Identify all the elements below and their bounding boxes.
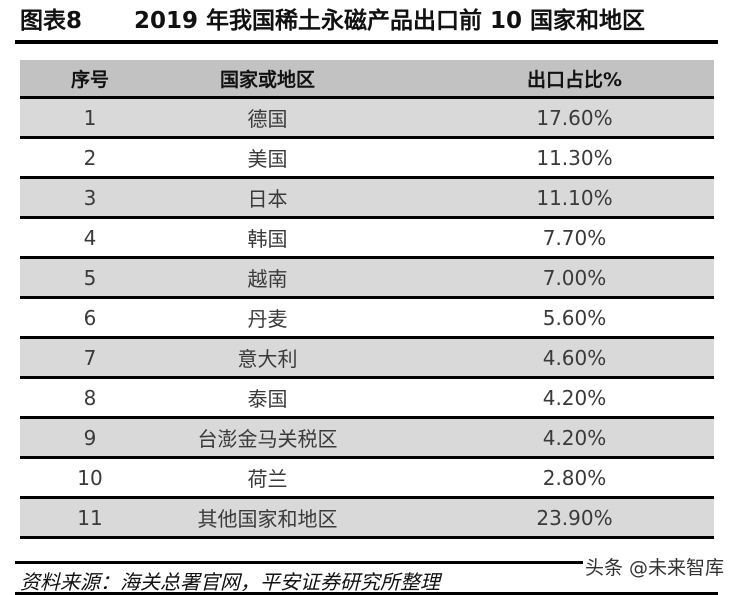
cell-share: 23.90%	[536, 505, 613, 530]
cell-region: 越南	[247, 267, 288, 291]
cell-no: 2	[83, 145, 97, 170]
watermark: 头条 @未来智库	[583, 553, 727, 580]
cell-no: 9	[83, 425, 97, 450]
table-row: 10 荷兰 2.80%	[20, 459, 714, 499]
cell-share: 11.10%	[536, 185, 613, 210]
header-share: 出口占比%	[526, 68, 623, 91]
cell-region: 日本	[247, 187, 288, 211]
table-header: 序号 国家或地区 出口占比%	[20, 60, 714, 99]
cell-region: 荷兰	[247, 467, 288, 491]
table-row: 11 其他国家和地区 23.90%	[20, 499, 714, 539]
table-row: 9 台澎金马关税区 4.20%	[20, 419, 714, 459]
cell-share: 2.80%	[542, 465, 607, 490]
cell-share: 7.00%	[542, 265, 607, 290]
header-region: 国家或地区	[219, 68, 315, 91]
table-row: 2 美国 11.30%	[20, 139, 714, 179]
export-share-table: 序号 国家或地区 出口占比% 1 德国 17.60% 2 美国 11.30% 3…	[20, 60, 714, 539]
header-no: 序号	[70, 68, 109, 91]
cell-region: 泰国	[247, 387, 288, 411]
title-divider	[15, 40, 718, 44]
table-row: 8 泰国 4.20%	[20, 379, 714, 419]
cell-region: 意大利	[237, 347, 298, 371]
cell-share: 11.30%	[536, 145, 613, 170]
cell-no: 1	[83, 105, 97, 130]
cell-no: 7	[83, 345, 97, 370]
cell-share: 5.60%	[542, 305, 607, 330]
cell-no: 5	[83, 265, 97, 290]
cell-no: 11	[77, 505, 103, 530]
cell-no: 6	[83, 305, 97, 330]
cell-region: 丹麦	[247, 307, 288, 331]
source-text: 资料来源：海关总署官网，平安证券研究所整理	[20, 570, 440, 594]
cell-no: 4	[83, 225, 97, 250]
table-row: 4 韩国 7.70%	[20, 219, 714, 259]
cell-region: 德国	[247, 107, 288, 131]
cell-share: 4.20%	[542, 385, 607, 410]
table-row: 3 日本 11.10%	[20, 179, 714, 219]
cell-region: 台澎金马关税区	[197, 427, 338, 451]
cell-no: 8	[83, 385, 97, 410]
figure-title-text: 2019 年我国稀土永磁产品出口前 10 国家和地区	[134, 8, 646, 34]
cell-region: 美国	[247, 147, 288, 171]
table-row: 1 德国 17.60%	[20, 99, 714, 139]
table-row: 5 越南 7.00%	[20, 259, 714, 299]
figure-label: 图表8	[20, 8, 83, 34]
cell-region: 其他国家和地区	[197, 507, 338, 531]
cell-share: 7.70%	[542, 225, 607, 250]
cell-share: 17.60%	[536, 105, 613, 130]
figure-title: 图表8 2019 年我国稀土永磁产品出口前 10 国家和地区	[20, 3, 718, 39]
table-row: 7 意大利 4.60%	[20, 339, 714, 379]
cell-region: 韩国	[247, 227, 288, 251]
cell-no: 3	[83, 185, 97, 210]
cell-share: 4.60%	[542, 345, 607, 370]
table-row: 6 丹麦 5.60%	[20, 299, 714, 339]
cell-share: 4.20%	[542, 425, 607, 450]
cell-no: 10	[77, 465, 103, 490]
